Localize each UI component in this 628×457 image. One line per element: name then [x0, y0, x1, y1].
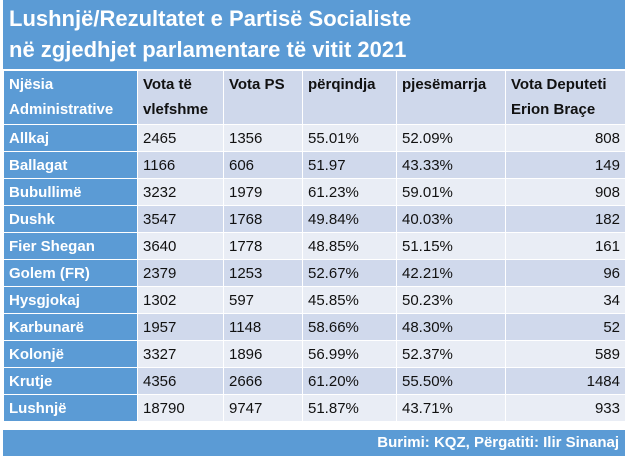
table-cell: 3547	[137, 205, 224, 233]
table-row: Lushnjë 18790 9747 51.87% 43.71% 933	[3, 394, 626, 422]
table-cell: 3640	[137, 232, 224, 260]
column-header-line: pjesëmarrja	[402, 76, 487, 93]
unit-name-cell: Karbunarë	[3, 313, 138, 341]
table-cell: 1166	[137, 151, 224, 179]
table-cell: 908	[505, 178, 626, 206]
column-header: pjesëmarrja	[396, 70, 506, 125]
unit-name-cell: Fier Shegan	[3, 232, 138, 260]
header-row: Njësia Administrative Vota të vlefshme Vota …	[3, 70, 626, 125]
table-cell: 1778	[223, 232, 303, 260]
table-cell: 55.01%	[302, 124, 397, 152]
unit-name-cell: Dushk	[3, 205, 138, 233]
table-cell: 48.85%	[302, 232, 397, 260]
table-cell: 2379	[137, 259, 224, 287]
table-cell: 4356	[137, 367, 224, 395]
table-cell: 149	[505, 151, 626, 179]
table-cell: 52.37%	[396, 340, 506, 368]
table-cell: 597	[223, 286, 303, 314]
table-cell: 40.03%	[396, 205, 506, 233]
table-cell: 2666	[223, 367, 303, 395]
column-header-line: Administrative	[9, 101, 114, 118]
unit-name-cell: Kolonjë	[3, 340, 138, 368]
title-line-1: Lushnjë/Rezultatet e Partisë Socialiste	[9, 6, 412, 31]
page-title: Lushnjë/Rezultatet e Partisë Socialiste …	[3, 0, 625, 69]
table-cell: 2465	[137, 124, 224, 152]
table-cell: 49.84%	[302, 205, 397, 233]
column-header-line: Erion Braçe	[511, 101, 596, 118]
table-row: Krutje 4356 2666 61.20% 55.50% 1484	[3, 367, 626, 395]
table-cell: 52.67%	[302, 259, 397, 287]
unit-name-cell: Bubullimë	[3, 178, 138, 206]
results-table: Njësia Administrative Vota të vlefshme Vota …	[3, 70, 626, 422]
table-cell: 51.15%	[396, 232, 506, 260]
column-header-line: Vota Deputeti	[511, 76, 607, 93]
column-header-line: vlefshme	[143, 101, 209, 118]
table-cell: 1896	[223, 340, 303, 368]
table-cell: 1957	[137, 313, 224, 341]
table-cell: 1302	[137, 286, 224, 314]
table-cell: 48.30%	[396, 313, 506, 341]
table-cell: 43.33%	[396, 151, 506, 179]
unit-name-cell: Krutje	[3, 367, 138, 395]
table-cell: 61.23%	[302, 178, 397, 206]
table-cell: 52	[505, 313, 626, 341]
table-cell: 42.21%	[396, 259, 506, 287]
table-row: Kolonjë 3327 1896 56.99% 52.37% 589	[3, 340, 626, 368]
table-cell: 161	[505, 232, 626, 260]
column-header: Vota PS	[223, 70, 303, 125]
table-cell: 51.97	[302, 151, 397, 179]
table-cell: 50.23%	[396, 286, 506, 314]
column-header: Vota të vlefshme	[137, 70, 224, 125]
table-cell: 18790	[137, 394, 224, 422]
table-cell: 45.85%	[302, 286, 397, 314]
column-header-line: përqindja	[308, 76, 376, 93]
column-header: Vota Deputeti Erion Braçe	[505, 70, 626, 125]
table-cell: 1768	[223, 205, 303, 233]
table-cell: 56.99%	[302, 340, 397, 368]
column-header: përqindja	[302, 70, 397, 125]
table-cell: 59.01%	[396, 178, 506, 206]
table-row: Allkaj 2465 1356 55.01% 52.09% 808	[3, 124, 626, 152]
table-cell: 43.71%	[396, 394, 506, 422]
table-row: Karbunarë 1957 1148 58.66% 48.30% 52	[3, 313, 626, 341]
unit-name-cell: Lushnjë	[3, 394, 138, 422]
table-cell: 933	[505, 394, 626, 422]
table-cell: 1148	[223, 313, 303, 341]
unit-name-cell: Ballagat	[3, 151, 138, 179]
title-line-2: në zgjedhjet parlamentare të vitit 2021	[9, 37, 407, 62]
table-row: Bubullimë 3232 1979 61.23% 59.01% 908	[3, 178, 626, 206]
table-cell: 1356	[223, 124, 303, 152]
table-row: Dushk 3547 1768 49.84% 40.03% 182	[3, 205, 626, 233]
column-header: Njësia Administrative	[3, 70, 138, 125]
table-cell: 808	[505, 124, 626, 152]
table-cell: 606	[223, 151, 303, 179]
column-header-line: Vota PS	[229, 76, 285, 93]
table-cell: 589	[505, 340, 626, 368]
table-cell: 96	[505, 259, 626, 287]
table-row: Hysgjokaj 1302 597 45.85% 50.23% 34	[3, 286, 626, 314]
table-cell: 51.87%	[302, 394, 397, 422]
source-footer: Burimi: KQZ, Përgatiti: Ilir Sinanaj	[3, 430, 625, 456]
table-cell: 3327	[137, 340, 224, 368]
column-header-line: Njësia	[9, 76, 54, 93]
unit-name-cell: Allkaj	[3, 124, 138, 152]
table-cell: 182	[505, 205, 626, 233]
table-cell: 1484	[505, 367, 626, 395]
table-cell: 34	[505, 286, 626, 314]
table-cell: 55.50%	[396, 367, 506, 395]
unit-name-cell: Golem (FR)	[3, 259, 138, 287]
table-cell: 1253	[223, 259, 303, 287]
column-header-line: Vota të	[143, 76, 192, 93]
unit-name-cell: Hysgjokaj	[3, 286, 138, 314]
table-row: Fier Shegan 3640 1778 48.85% 51.15% 161	[3, 232, 626, 260]
table-cell: 3232	[137, 178, 224, 206]
table-cell: 9747	[223, 394, 303, 422]
table-cell: 61.20%	[302, 367, 397, 395]
table-row: Golem (FR) 2379 1253 52.67% 42.21% 96	[3, 259, 626, 287]
table-cell: 1979	[223, 178, 303, 206]
table-row: Ballagat 1166 606 51.97 43.33% 149	[3, 151, 626, 179]
table-cell: 58.66%	[302, 313, 397, 341]
table-cell: 52.09%	[396, 124, 506, 152]
